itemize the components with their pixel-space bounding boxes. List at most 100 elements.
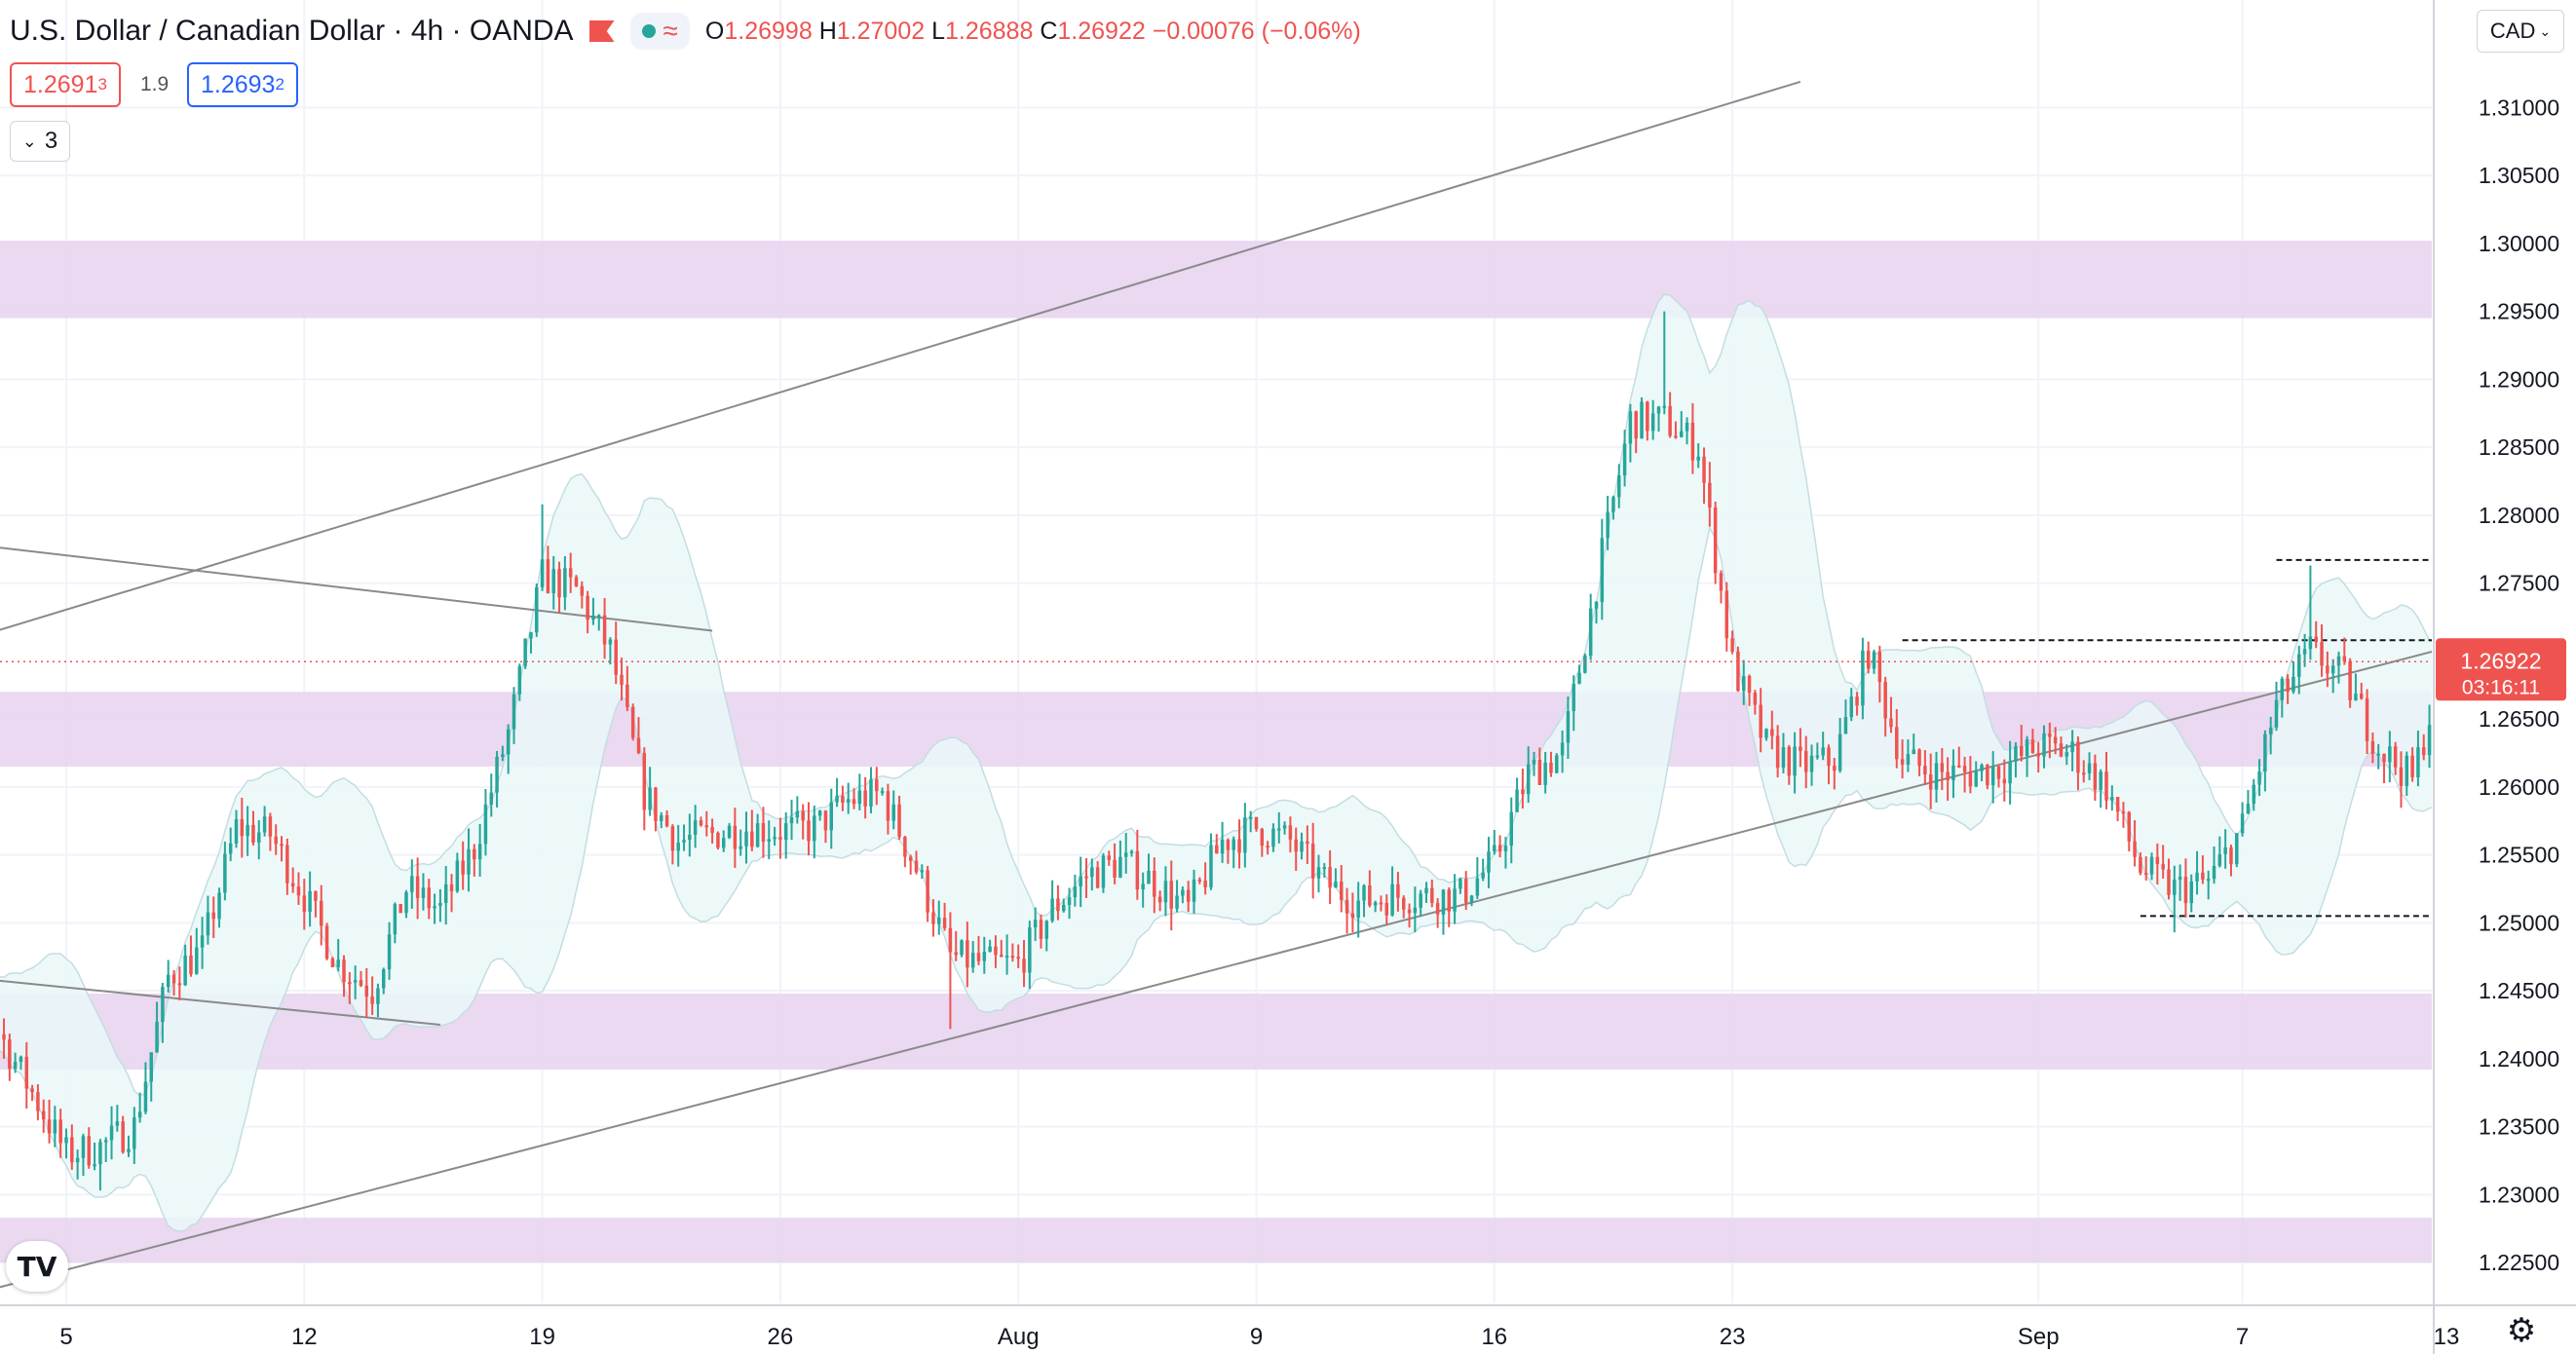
candle [1067,887,1072,920]
candle [1260,827,1265,857]
candle-body [1532,759,1536,765]
candle [801,804,805,840]
candle-body [1073,886,1078,898]
candle [166,959,170,994]
candle-body [1906,754,1911,765]
candle-body [1793,746,1797,776]
candle [2268,716,2273,755]
candle-body [1067,897,1072,905]
candle [1044,920,1049,952]
currency-select[interactable]: CAD ⌄ [2477,10,2564,53]
candle [908,854,913,875]
candle-body [1243,817,1247,853]
candle [13,1052,18,1073]
candle-body [682,840,686,843]
candle [1736,646,1740,693]
candle [1600,518,1605,621]
candle [1866,641,1871,674]
candle [2195,850,2199,895]
candle [1322,863,1327,878]
candle [586,590,589,634]
candle-body [693,820,698,835]
candle [477,823,482,877]
candle-body [773,837,777,840]
flag-icon[interactable] [588,20,615,42]
candle-body [1435,902,1440,915]
candle-body [1617,475,1621,498]
candle [1764,728,1768,741]
candle-body [568,568,573,578]
buy-button[interactable]: 1.2693 2 [187,62,298,107]
candle-body [2121,811,2126,814]
sell-button[interactable]: 1.2691 3 [10,62,121,107]
candle [620,658,624,701]
candle-body [2314,636,2318,643]
candle [2110,785,2114,811]
candle-body [1572,683,1575,712]
candle [262,806,267,837]
candle [688,813,692,857]
candle-body [121,1121,125,1152]
candle [1781,733,1786,774]
candle-body [1345,899,1349,914]
candle [2115,797,2120,821]
candle [1650,399,1655,440]
candle [1163,866,1168,917]
candle [2042,725,2046,769]
candle-body [664,814,669,827]
candle-body [908,856,913,861]
candle-body [427,887,432,909]
candle-body [2274,699,2279,728]
candle-body [2195,872,2199,882]
candle-body [2252,784,2255,805]
time-tick-label: 19 [529,1324,555,1350]
candle-body [1827,747,1831,767]
candle-body [251,824,255,843]
candle [324,922,329,960]
candle [2263,730,2267,792]
candle-body [2189,881,2193,904]
candle-body [1310,844,1315,879]
price-tick-label: 1.29500 [2479,299,2559,324]
candle-body [376,988,380,1004]
candle-body [1708,482,1712,508]
candle-body [359,980,363,986]
symbol-title[interactable]: U.S. Dollar / Canadian Dollar · 4h · OAN… [10,15,574,47]
chevron-down-icon: ⌄ [2539,22,2552,39]
indicators-toggle-button[interactable]: ⌄ 3 [10,121,70,162]
candle-body [2076,741,2080,773]
candle [1980,763,1984,781]
candle [1175,880,1179,913]
candle [1373,900,1378,913]
candle-body [817,810,822,816]
candle [1560,730,1565,773]
candle [195,927,199,975]
candle-body [1044,921,1049,939]
candle [1430,879,1434,908]
candle [75,1149,80,1180]
market-status[interactable]: ≈ [629,13,690,50]
candle-body [1300,841,1304,852]
candle-body [1866,651,1871,669]
tradingview-logo-icon[interactable]: TV [6,1241,68,1292]
candle-body [262,816,267,833]
candle-body [53,1119,57,1134]
candle-body [2320,642,2324,666]
candle-body [36,1092,40,1111]
candle-body [8,1039,12,1070]
candle [246,806,249,856]
candle-body [897,804,901,838]
candle-body [2206,879,2211,882]
candle [155,1001,159,1053]
candle-body [353,980,358,983]
candle [2427,704,2432,769]
candle [495,750,499,808]
candle [2133,820,2137,867]
candle-body [443,884,448,904]
candle-body [1209,845,1213,887]
candle-body [2370,740,2375,754]
candle-body [1583,656,1587,673]
gear-icon[interactable]: ⚙ [2506,1312,2537,1349]
candle-body [2342,656,2347,661]
